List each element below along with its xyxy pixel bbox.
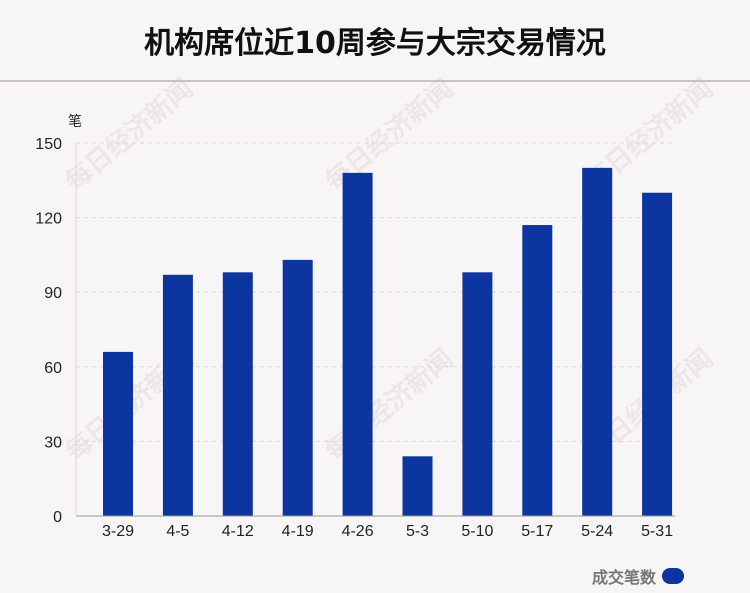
x-tick-label: 3-29 — [102, 523, 134, 540]
y-tick-label: 0 — [53, 509, 62, 526]
x-axis-ticks: 3-29 4-5 4-12 4-19 4-26 5-3 5-10 5-17 5-24 5-31 — [102, 523, 673, 540]
x-tick-label: 5-24 — [581, 523, 613, 540]
legend-swatch — [662, 568, 684, 584]
bar — [103, 351, 133, 516]
y-axis-ticks: 0 30 60 90 120 150 — [35, 136, 62, 526]
x-tick-label: 4-26 — [342, 523, 374, 540]
bar — [402, 456, 433, 516]
bar — [162, 274, 193, 516]
y-tick-label: 30 — [44, 434, 62, 451]
y-tick-label: 90 — [44, 285, 62, 302]
y-tick-label: 150 — [35, 136, 62, 153]
bar — [342, 172, 373, 516]
x-tick-label: 4-5 — [166, 523, 189, 540]
x-tick-label: 5-17 — [521, 523, 553, 540]
x-tick-label: 5-31 — [641, 523, 673, 540]
bar — [522, 225, 553, 516]
bar — [462, 272, 493, 516]
legend: 成交笔数 — [592, 564, 684, 588]
x-tick-label: 4-12 — [222, 523, 254, 540]
bar — [582, 167, 613, 516]
bar — [222, 272, 253, 516]
bar — [642, 192, 673, 516]
bar — [282, 259, 313, 516]
legend-label: 成交笔数 — [591, 568, 656, 587]
title-divider — [0, 80, 750, 82]
bars — [103, 167, 673, 516]
x-tick-label: 4-19 — [282, 523, 314, 540]
x-tick-label: 5-3 — [406, 523, 429, 540]
x-tick-label: 5-10 — [461, 523, 493, 540]
chart-title: 机构席位近10周参与大宗交易情况 — [144, 26, 606, 61]
y-tick-label: 120 — [35, 211, 62, 228]
y-tick-label: 60 — [44, 360, 62, 377]
y-axis-label: 笔 — [68, 114, 82, 130]
